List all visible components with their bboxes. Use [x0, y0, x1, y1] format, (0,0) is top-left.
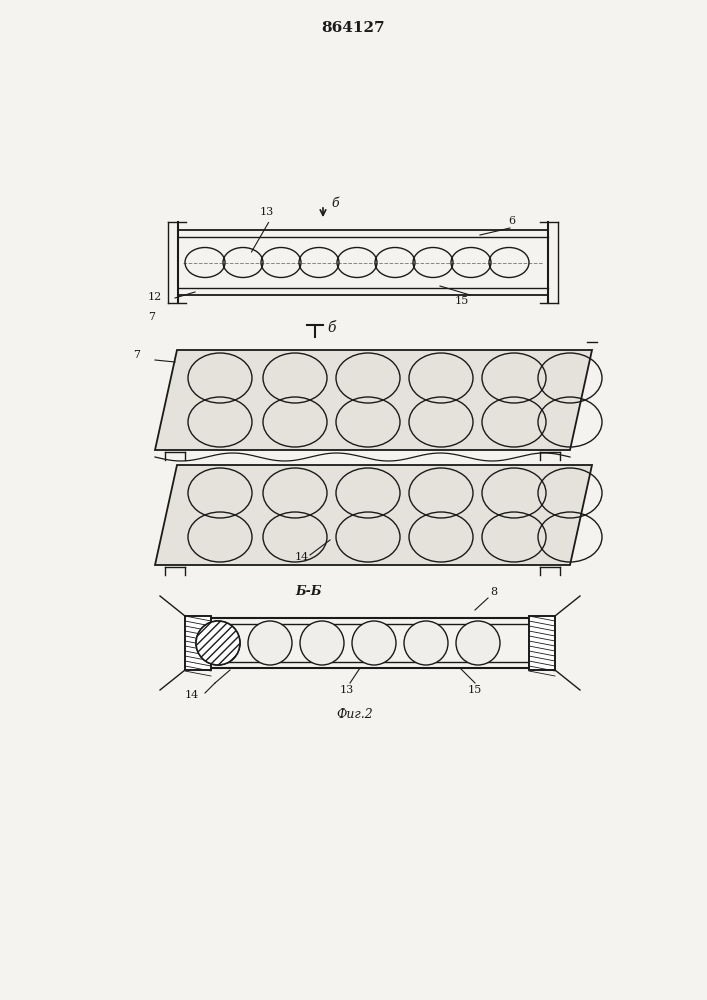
- Text: 13: 13: [340, 685, 354, 695]
- Bar: [185, 616, 211, 670]
- Ellipse shape: [196, 621, 240, 665]
- Ellipse shape: [456, 621, 500, 665]
- Polygon shape: [155, 465, 592, 565]
- Polygon shape: [155, 350, 592, 450]
- Text: Б-Б: Б-Б: [295, 585, 322, 598]
- Bar: [529, 616, 555, 670]
- Ellipse shape: [404, 621, 448, 665]
- Text: 14: 14: [185, 690, 199, 700]
- Bar: [262, 625, 268, 661]
- Text: 13: 13: [260, 207, 274, 217]
- Text: б: б: [331, 197, 339, 210]
- Text: 15: 15: [455, 296, 469, 306]
- Ellipse shape: [300, 621, 344, 665]
- Text: 15: 15: [468, 685, 482, 695]
- Text: 8: 8: [490, 587, 497, 597]
- Text: б: б: [327, 321, 336, 335]
- Text: Фиг.2: Фиг.2: [337, 708, 373, 721]
- Bar: [366, 625, 372, 661]
- Ellipse shape: [196, 621, 240, 665]
- Text: 14: 14: [295, 552, 309, 562]
- Text: 864127: 864127: [321, 21, 385, 35]
- Bar: [314, 625, 320, 661]
- Bar: [185, 616, 211, 670]
- Bar: [418, 625, 424, 661]
- Ellipse shape: [352, 621, 396, 665]
- Bar: [470, 625, 476, 661]
- Text: 12: 12: [148, 292, 162, 302]
- Bar: [529, 616, 555, 670]
- Text: 6: 6: [508, 216, 515, 226]
- Ellipse shape: [248, 621, 292, 665]
- Text: 7: 7: [148, 312, 155, 322]
- Text: 7: 7: [133, 350, 140, 360]
